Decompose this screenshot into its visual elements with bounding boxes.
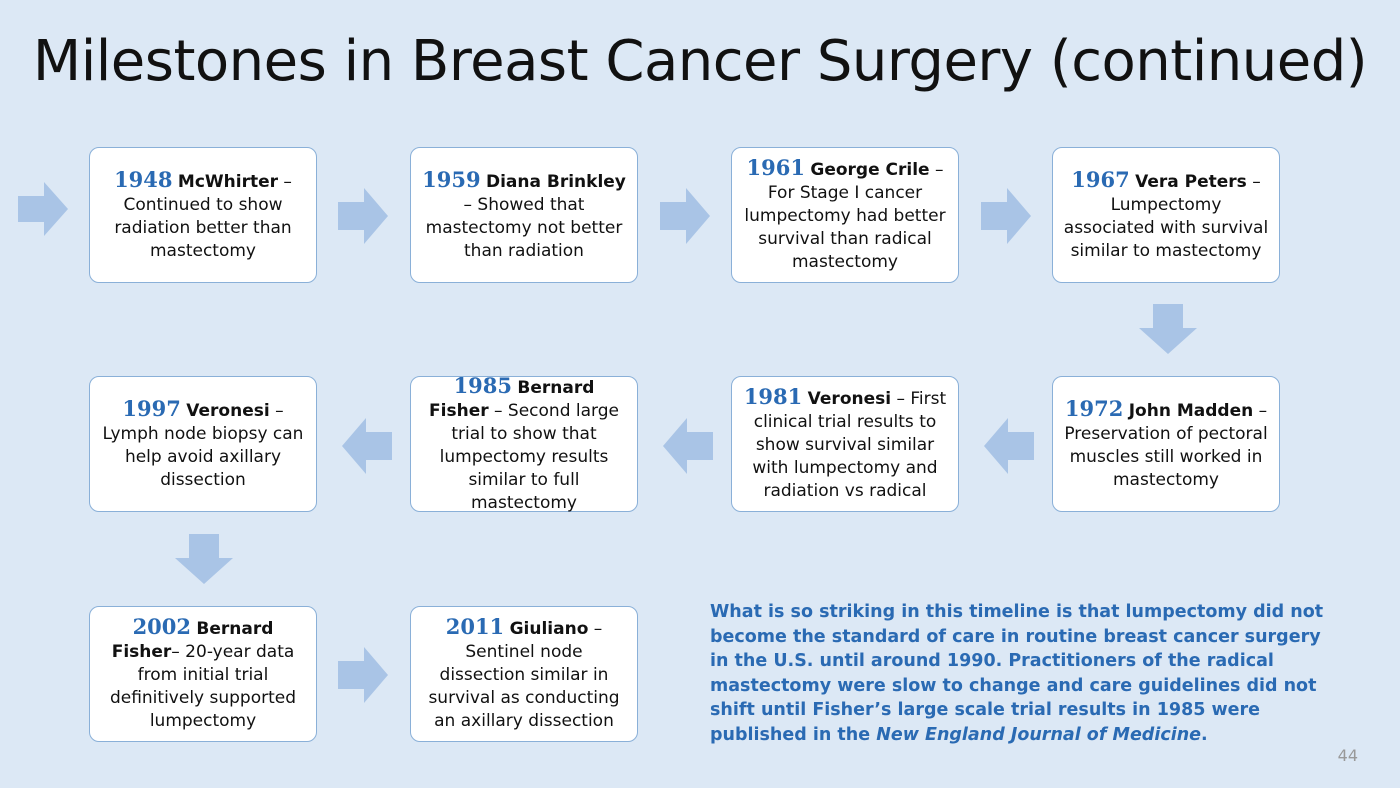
- milestone-box-1972: 1972 John Madden – Preservation of pecto…: [1052, 376, 1280, 512]
- arrow-left-icon: [342, 418, 392, 474]
- milestone-text: 1961 George Crile – For Stage I cancer l…: [742, 156, 948, 274]
- milestone-description: – Showed that mastectomy not better than…: [425, 194, 623, 261]
- commentary-end: .: [1201, 724, 1208, 745]
- page-number: 44: [1337, 746, 1358, 765]
- milestone-year: 1972: [1064, 395, 1124, 421]
- journal-name: New England Journal of Medicine: [876, 724, 1202, 745]
- milestone-year: 1985: [453, 372, 513, 398]
- milestone-name: Veronesi: [807, 389, 892, 409]
- milestone-name: Bernard Fisher: [429, 377, 595, 421]
- milestone-description: – Second large trial to show that lumpec…: [439, 400, 619, 513]
- milestone-box-2002: 2002 Bernard Fisher– 20-year data from i…: [89, 606, 317, 742]
- arrow-left-icon: [984, 418, 1034, 474]
- milestone-box-1959: 1959 Diana Brinkley – Showed that mastec…: [410, 147, 638, 283]
- milestone-year: 1948: [114, 166, 173, 192]
- milestone-box-2011: 2011 Giuliano – Sentinel node dissection…: [410, 606, 638, 742]
- milestone-name: Giuliano: [509, 619, 589, 639]
- arrow-down-icon: [175, 534, 233, 584]
- milestone-year: 1961: [746, 155, 805, 180]
- milestone-name: Diana Brinkley: [485, 171, 626, 192]
- milestone-name: George Crile: [810, 160, 930, 180]
- milestone-box-1997: 1997 Veronesi – Lymph node biopsy can he…: [89, 376, 317, 512]
- milestone-box-1967: 1967 Vera Peters – Lumpectomy associated…: [1052, 147, 1280, 283]
- milestone-name: McWhirter: [177, 171, 279, 192]
- milestone-year: 1997: [122, 395, 181, 421]
- milestone-year: 1959: [422, 166, 481, 192]
- milestone-box-1985: 1985 Bernard Fisher – Second large trial…: [410, 374, 638, 515]
- milestone-text: 1959 Diana Brinkley – Showed that mastec…: [421, 168, 627, 263]
- milestone-text: 2002 Bernard Fisher– 20-year data from i…: [100, 615, 306, 733]
- arrow-down-icon: [1139, 304, 1197, 354]
- milestone-name: John Madden: [1128, 400, 1254, 421]
- arrow-right-icon: [660, 188, 710, 244]
- milestone-year: 1967: [1071, 166, 1130, 192]
- milestone-text: 2011 Giuliano – Sentinel node dissection…: [421, 615, 627, 733]
- slide-title: Milestones in Breast Cancer Surgery (con…: [32, 29, 1368, 94]
- arrow-right-icon: [981, 188, 1031, 244]
- milestone-text: 1967 Vera Peters – Lumpectomy associated…: [1063, 168, 1269, 263]
- arrow-right-icon: [338, 188, 388, 244]
- milestone-year: 1981: [743, 384, 803, 409]
- milestone-description: – 20-year data from initial trial defini…: [109, 642, 297, 731]
- milestone-description: – Continued to show radiation better tha…: [114, 171, 292, 261]
- milestone-description: – Preservation of pectoral muscles still…: [1064, 400, 1268, 490]
- arrow-right-icon: [18, 182, 68, 236]
- milestone-text: 1997 Veronesi – Lymph node biopsy can he…: [100, 397, 306, 492]
- milestone-description: – For Stage I cancer lumpectomy had bett…: [744, 160, 946, 272]
- milestone-year: 2002: [132, 614, 192, 639]
- milestone-name: Veronesi: [186, 400, 270, 421]
- milestone-description: – First clinical trial results to show s…: [752, 389, 947, 501]
- milestone-box-1961: 1961 George Crile – For Stage I cancer l…: [731, 147, 959, 283]
- arrow-right-icon: [338, 647, 388, 703]
- milestone-text: 1948 McWhirter – Continued to show radia…: [100, 168, 306, 263]
- milestone-name: Vera Peters: [1135, 171, 1247, 192]
- milestone-text: 1981 Veronesi – First clinical trial res…: [742, 385, 948, 503]
- milestone-box-1981: 1981 Veronesi – First clinical trial res…: [731, 376, 959, 512]
- milestone-text: 1972 John Madden – Preservation of pecto…: [1063, 397, 1269, 492]
- arrow-left-icon: [663, 418, 713, 474]
- commentary-text: What is so striking in this timeline is …: [710, 602, 1324, 745]
- milestone-box-1948: 1948 McWhirter – Continued to show radia…: [89, 147, 317, 283]
- milestone-description: – Lumpectomy associated with survival si…: [1063, 171, 1269, 261]
- milestone-text: 1985 Bernard Fisher – Second large trial…: [421, 374, 627, 515]
- timeline-commentary: What is so striking in this timeline is …: [710, 600, 1335, 747]
- milestone-description: – Sentinel node dissection similar in su…: [428, 619, 620, 731]
- milestone-name: Bernard Fisher: [111, 619, 274, 662]
- milestone-description: – Lymph node biopsy can help avoid axill…: [102, 400, 304, 490]
- milestone-year: 2011: [445, 614, 505, 639]
